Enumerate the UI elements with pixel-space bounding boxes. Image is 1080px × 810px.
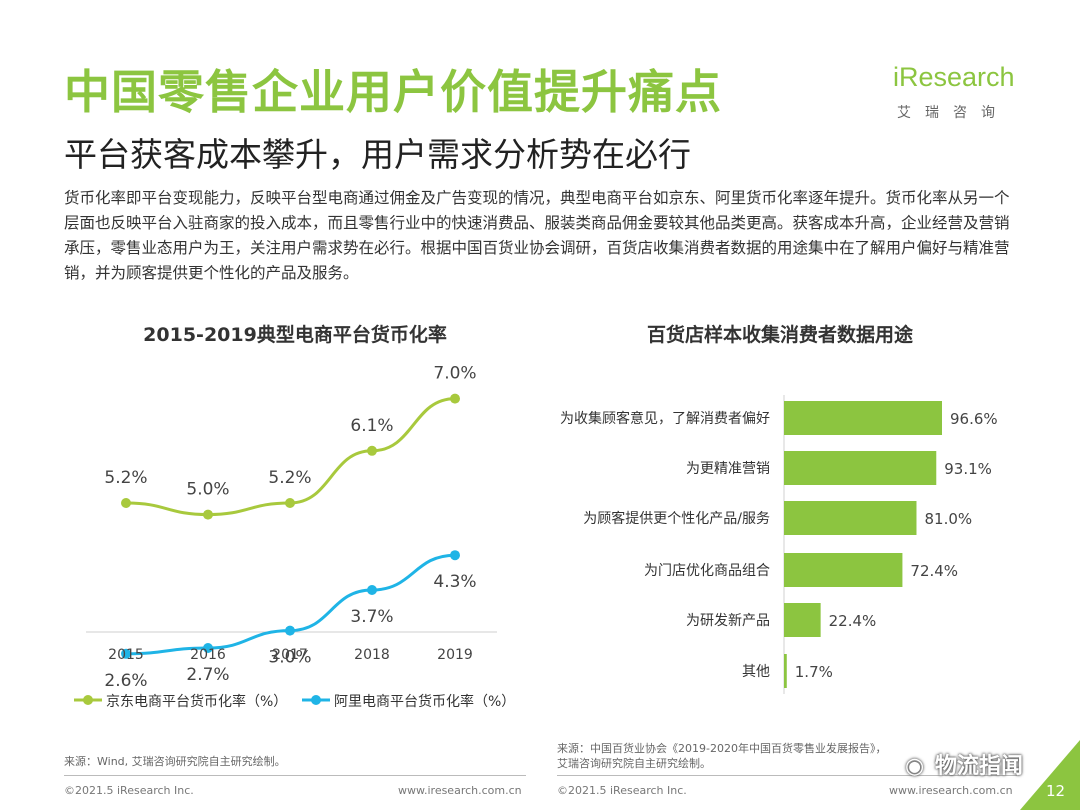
- bar-category-label: 为收集顾客意见，了解消费者偏好: [560, 410, 770, 427]
- page-number: 12: [1046, 782, 1066, 800]
- wechat-icon: ◉: [905, 754, 925, 779]
- x-tick-label: 2016: [190, 647, 226, 663]
- bar: [784, 654, 787, 688]
- footer-copyright-right: ©2021.5 iResearch Inc.: [557, 784, 687, 797]
- x-tick-label: 2018: [354, 647, 390, 663]
- data-label: 5.2%: [268, 468, 311, 488]
- bar-value-label: 1.7%: [795, 663, 833, 681]
- data-point: [203, 643, 213, 653]
- page-title: 中国零售企业用户价值提升痛点: [64, 65, 722, 119]
- bar-category-label: 为顾客提供更个性化产品/服务: [583, 510, 770, 527]
- footer-divider-right: [557, 775, 1017, 776]
- logo-wordmark: iResearch: [893, 62, 1015, 92]
- bar: [784, 501, 917, 535]
- footer-website-left[interactable]: www.iresearch.com.cn: [398, 784, 522, 797]
- footer-copyright-left: ©2021.5 iResearch Inc.: [64, 784, 194, 797]
- source-note-right: 来源：中国百货业协会《2019-2020年中国百货零售业发展报告》，艾瑞咨询研究…: [557, 742, 887, 770]
- data-label: 4.3%: [433, 572, 476, 592]
- data-label: 3.7%: [350, 607, 393, 627]
- x-tick-label: 2019: [437, 647, 473, 663]
- legend-swatch-marker: [83, 695, 93, 705]
- data-label: 2.6%: [104, 671, 147, 691]
- legend-swatch-marker: [311, 695, 321, 705]
- x-tick-label: 2017: [272, 647, 308, 663]
- data-label: 5.2%: [104, 468, 147, 488]
- bar-category-label: 其他: [742, 664, 770, 680]
- data-point: [367, 585, 377, 595]
- bar-value-label: 72.4%: [910, 562, 958, 580]
- data-point: [121, 648, 131, 659]
- bar-value-label: 22.4%: [829, 612, 877, 630]
- legend-label: 阿里电商平台货币化率（%）: [334, 693, 515, 710]
- source-note-left: 来源：Wind, 艾瑞咨询研究院自主研究绘制。: [64, 755, 286, 768]
- legend-label: 京东电商平台货币化率（%）: [106, 693, 287, 710]
- footer-divider-left: [64, 775, 526, 776]
- footer-website-right[interactable]: www.iresearch.com.cn: [889, 784, 1013, 797]
- bar-category-label: 为更精准营销: [686, 461, 770, 477]
- iresearch-logo: iResearch 艾瑞咨询: [893, 62, 1033, 122]
- bar: [784, 603, 821, 637]
- data-point: [285, 498, 295, 508]
- logo-chinese: 艾瑞咨询: [897, 105, 1009, 121]
- page-corner-triangle: [1020, 740, 1080, 810]
- data-label: 3.0%: [268, 648, 311, 668]
- description-paragraph: 货币化率即平台变现能力，反映平台型电商通过佣金及广告变现的情况，典型电商平台如京…: [64, 189, 1010, 282]
- bar-value-label: 93.1%: [944, 460, 992, 478]
- data-point: [203, 509, 213, 520]
- bar-value-label: 96.6%: [950, 410, 998, 428]
- bar-chart-title: 百货店样本收集消费者数据用途: [646, 324, 913, 346]
- watermark-text: ◉ 物流指闻: [905, 748, 1023, 780]
- page-subtitle: 平台获客成本攀升，用户需求分析势在必行: [64, 135, 691, 174]
- x-tick-label: 2015: [108, 647, 144, 663]
- data-point: [285, 625, 295, 636]
- bar-value-label: 81.0%: [924, 510, 972, 528]
- bar-category-label: 为研发新产品: [686, 613, 770, 629]
- bar: [784, 451, 937, 485]
- data-label: 5.0%: [186, 480, 229, 500]
- data-point: [367, 445, 377, 456]
- data-label: 7.0%: [433, 364, 476, 384]
- data-point: [121, 498, 131, 508]
- line-chart: 5.2% 5.0% 5.2% 6.1% 7.0% 2.6% 2.7% 3.0% 3.7% 4.3%…: [74, 364, 515, 710]
- bar-chart: 96.6% 为收集顾客意见，了解消费者偏好 93.1% 为更精准营销 81.0% 为顾客提…: [560, 395, 998, 694]
- bar: [784, 553, 903, 587]
- data-label: 2.7%: [186, 665, 229, 685]
- data-point: [450, 393, 460, 404]
- bar: [784, 401, 942, 435]
- series-line-0: [125, 397, 456, 517]
- data-label: 6.1%: [350, 416, 393, 436]
- bar-category-label: 为门店优化商品组合: [644, 563, 770, 579]
- data-point: [450, 550, 460, 561]
- line-chart-title: 2015-2019典型电商平台货币化率: [143, 324, 447, 346]
- watermark-label: 物流指闻: [935, 754, 1024, 779]
